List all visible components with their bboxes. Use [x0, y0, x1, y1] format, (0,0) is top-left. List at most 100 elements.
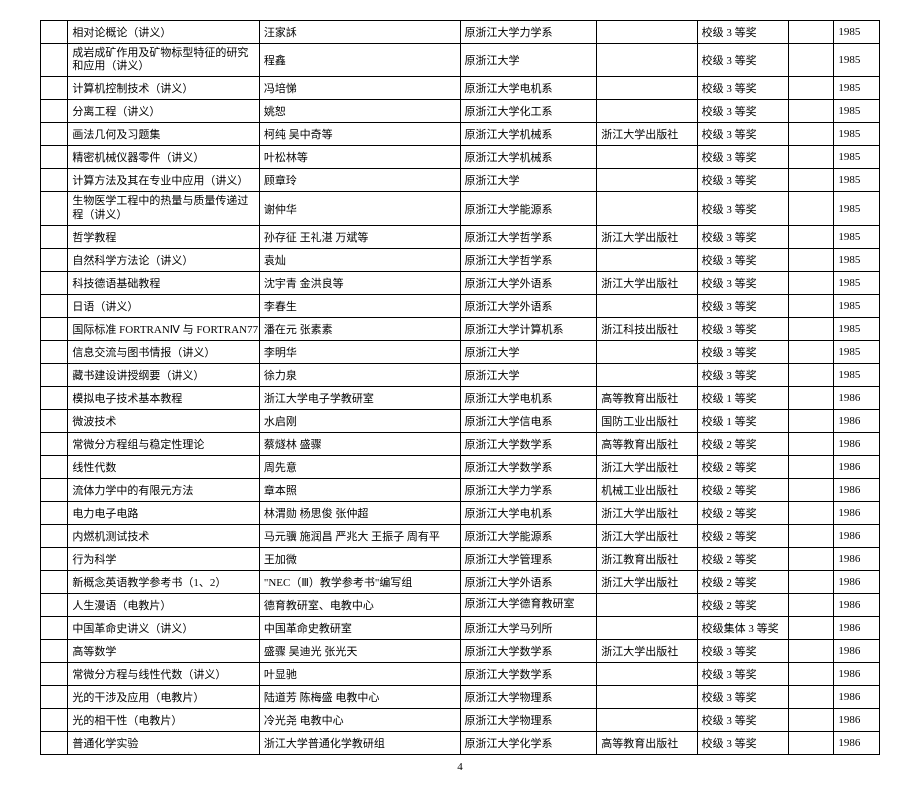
- table-row: 新概念英语教学参考书（1、2）"NEC（Ⅲ）教学参考书"编写组原浙江大学外语系浙…: [41, 570, 880, 593]
- table-cell: 1986: [834, 501, 880, 524]
- table-cell: 校级 3 等奖: [697, 317, 788, 340]
- table-cell: 校级 3 等奖: [697, 123, 788, 146]
- table-row: 微波技术水启刚原浙江大学信电系国防工业出版社校级 1 等奖1986: [41, 409, 880, 432]
- table-cell: 1986: [834, 524, 880, 547]
- table-cell: 原浙江大学外语系: [460, 271, 597, 294]
- table-cell: [41, 123, 68, 146]
- table-cell: [788, 685, 834, 708]
- table-cell: [788, 731, 834, 754]
- table-row: 中国革命史讲义（讲义）中国革命史教研室原浙江大学马列所校级集体 3 等奖1986: [41, 616, 880, 639]
- table-row: 流体力学中的有限元方法章本照原浙江大学力学系机械工业出版社校级 2 等奖1986: [41, 478, 880, 501]
- table-row: 光的相干性（电教片）冷光尧 电教中心原浙江大学物理系校级 3 等奖1986: [41, 708, 880, 731]
- table-cell: 藏书建设讲授纲要（讲义）: [68, 363, 260, 386]
- table-cell: 1985: [834, 363, 880, 386]
- table-cell: 浙江大学出版社: [597, 524, 697, 547]
- table-cell: 原浙江大学物理系: [460, 685, 597, 708]
- table-cell: 成岩成矿作用及矿物标型特征的研究和应用（讲义）: [68, 44, 260, 77]
- table-cell: [788, 363, 834, 386]
- table-cell: [788, 77, 834, 100]
- table-cell: [597, 169, 697, 192]
- table-cell: 校级 3 等奖: [697, 225, 788, 248]
- table-cell: 1986: [834, 547, 880, 570]
- table-cell: [41, 593, 68, 616]
- table-cell: [788, 593, 834, 616]
- table-row: 人生漫语（电教片）德育教研室、电教中心原浙江大学德育教研室校级 2 等奖1986: [41, 593, 880, 616]
- page-number: 4: [40, 761, 880, 773]
- table-cell: [788, 501, 834, 524]
- table-cell: 浙江大学电子学教研室: [259, 386, 460, 409]
- table-cell: 校级 2 等奖: [697, 593, 788, 616]
- table-cell: [41, 340, 68, 363]
- table-cell: [597, 685, 697, 708]
- table-cell: [41, 21, 68, 44]
- table-cell: [788, 192, 834, 225]
- table-cell: 1985: [834, 294, 880, 317]
- table-cell: [597, 340, 697, 363]
- table-cell: 校级 2 等奖: [697, 455, 788, 478]
- table-cell: 原浙江大学能源系: [460, 192, 597, 225]
- table-cell: 计算方法及其在专业中应用（讲义）: [68, 169, 260, 192]
- table-cell: 光的干涉及应用（电教片）: [68, 685, 260, 708]
- table-row: 内燃机测试技术马元骥 施润昌 严兆大 王振子 周有平原浙江大学能源系浙江大学出版…: [41, 524, 880, 547]
- table-cell: 国际标准 FORTRANⅣ 与 FORTRAN77: [68, 317, 260, 340]
- table-cell: [41, 317, 68, 340]
- table-cell: 1985: [834, 248, 880, 271]
- table-cell: 原浙江大学管理系: [460, 547, 597, 570]
- table-cell: 1985: [834, 317, 880, 340]
- table-cell: 流体力学中的有限元方法: [68, 478, 260, 501]
- table-cell: "NEC（Ⅲ）教学参考书"编写组: [259, 570, 460, 593]
- table-cell: [788, 294, 834, 317]
- table-row: 模拟电子技术基本教程浙江大学电子学教研室原浙江大学电机系高等教育出版社校级 1 …: [41, 386, 880, 409]
- table-cell: 相对论概论（讲义）: [68, 21, 260, 44]
- table-row: 常微分方程与线性代数（讲义）叶显驰原浙江大学数学系校级 3 等奖1986: [41, 662, 880, 685]
- table-cell: [597, 77, 697, 100]
- table-cell: [597, 662, 697, 685]
- table-cell: 原浙江大学: [460, 169, 597, 192]
- table-cell: 高等教育出版社: [597, 731, 697, 754]
- table-cell: [788, 570, 834, 593]
- table-cell: 1985: [834, 123, 880, 146]
- table-cell: [597, 708, 697, 731]
- table-cell: 1986: [834, 616, 880, 639]
- table-cell: [41, 363, 68, 386]
- table-row: 自然科学方法论（讲义）袁灿原浙江大学哲学系校级 3 等奖1985: [41, 248, 880, 271]
- table-cell: 人生漫语（电教片）: [68, 593, 260, 616]
- table-row: 藏书建设讲授纲要（讲义）徐力泉原浙江大学校级 3 等奖1985: [41, 363, 880, 386]
- table-cell: 高等教育出版社: [597, 432, 697, 455]
- table-cell: 1986: [834, 662, 880, 685]
- table-cell: 常微分方程与线性代数（讲义）: [68, 662, 260, 685]
- table-cell: 姚恕: [259, 100, 460, 123]
- table-cell: 浙江大学出版社: [597, 455, 697, 478]
- table-cell: 行为科学: [68, 547, 260, 570]
- table-cell: 章本照: [259, 478, 460, 501]
- table-cell: 原浙江大学: [460, 44, 597, 77]
- table-cell: 李明华: [259, 340, 460, 363]
- table-cell: [597, 146, 697, 169]
- table-cell: [597, 363, 697, 386]
- table-cell: 模拟电子技术基本教程: [68, 386, 260, 409]
- table-cell: 光的相干性（电教片）: [68, 708, 260, 731]
- table-cell: [597, 21, 697, 44]
- table-row: 生物医学工程中的热量与质量传递过程（讲义）谢仲华原浙江大学能源系校级 3 等奖1…: [41, 192, 880, 225]
- table-cell: 校级 3 等奖: [697, 294, 788, 317]
- table-cell: 浙江大学出版社: [597, 271, 697, 294]
- table-cell: 原浙江大学计算机系: [460, 317, 597, 340]
- table-cell: 原浙江大学外语系: [460, 570, 597, 593]
- table-cell: 1985: [834, 77, 880, 100]
- table-cell: 校级 3 等奖: [697, 685, 788, 708]
- table-cell: [597, 294, 697, 317]
- table-cell: 校级 2 等奖: [697, 501, 788, 524]
- table-cell: 浙江大学出版社: [597, 123, 697, 146]
- table-row: 科技德语基础教程沈宇青 金洪良等原浙江大学外语系浙江大学出版社校级 3 等奖19…: [41, 271, 880, 294]
- table-cell: 原浙江大学物理系: [460, 708, 597, 731]
- table-cell: 校级 1 等奖: [697, 409, 788, 432]
- table-cell: 顾章玲: [259, 169, 460, 192]
- table-cell: 校级 3 等奖: [697, 169, 788, 192]
- table-cell: [788, 225, 834, 248]
- table-cell: [788, 146, 834, 169]
- table-cell: 汪家訸: [259, 21, 460, 44]
- table-row: 哲学教程孙存征 王礼湛 万斌等原浙江大学哲学系浙江大学出版社校级 3 等奖198…: [41, 225, 880, 248]
- table-row: 画法几何及习题集柯纯 吴中奇等原浙江大学机械系浙江大学出版社校级 3 等奖198…: [41, 123, 880, 146]
- table-cell: [41, 570, 68, 593]
- table-cell: 国防工业出版社: [597, 409, 697, 432]
